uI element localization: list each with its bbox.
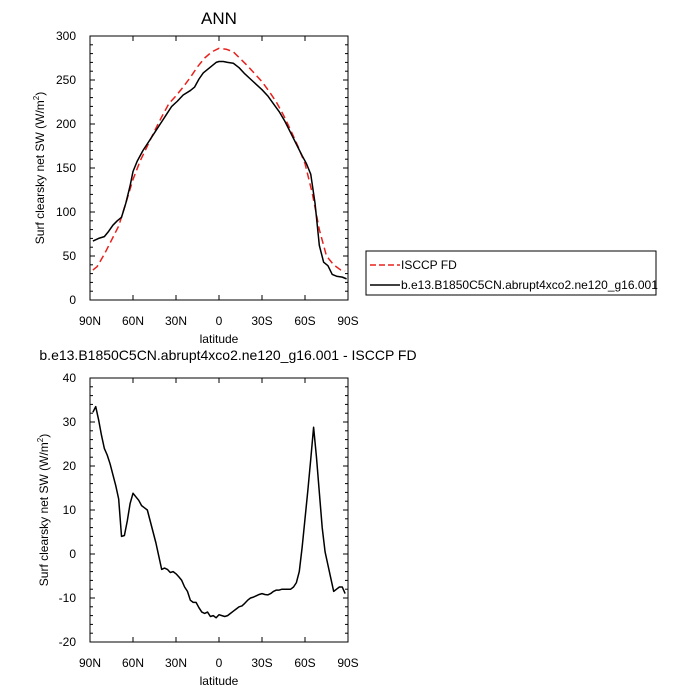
top-y-axis-label-main: Surf clearsky net SW (W/m (33, 100, 47, 244)
bottom-y-tick-label: 0 (69, 547, 76, 561)
legend-label-isccp: ISCCP FD (401, 258, 457, 272)
bottom-y-axis-label: Surf clearsky net SW (W/m2) (36, 434, 51, 586)
top-series-line-0 (92, 47, 346, 272)
bottom-y-axis-label-close: ) (37, 434, 51, 438)
top-y-tick-label: 0 (69, 293, 76, 307)
top-x-tick-label: 60N (122, 314, 144, 328)
top-y-axis-label: Surf clearsky net SW (W/m2) (32, 92, 47, 244)
bottom-x-ticks: 90N 60N 30N 0 30S 60S 90S (79, 378, 359, 670)
top-title: ANN (201, 9, 237, 28)
bottom-panel: b.e13.B1850C5CN.abrupt4xco2.ne120_g16.00… (36, 347, 417, 688)
bottom-y-tick-label: 40 (63, 371, 77, 385)
bottom-x-tick-label: 60N (122, 656, 144, 670)
bottom-series (92, 405, 346, 619)
bottom-y-axis-label-sup: 2 (36, 437, 45, 442)
bottom-x-tick-label: 0 (216, 656, 223, 670)
top-series (92, 47, 347, 280)
top-y-ticks: 0 50 100 150 200 250 300 (56, 29, 348, 307)
top-y-tick-label: 150 (56, 161, 76, 175)
bottom-plot-frame (89, 377, 349, 643)
bottom-y-tick-label: -10 (59, 591, 77, 605)
top-x-tick-label: 90S (337, 314, 358, 328)
bottom-y-tick-label: 30 (63, 415, 77, 429)
top-y-tick-label: 250 (56, 73, 76, 87)
top-y-tick-label: 200 (56, 117, 76, 131)
bottom-x-tick-label: 90N (79, 656, 101, 670)
top-y-tick-label: 100 (56, 205, 76, 219)
bottom-y-tick-label: 20 (63, 459, 77, 473)
bottom-y-tick-label: 10 (63, 503, 77, 517)
top-x-ticks: 90N 60N 30N 0 30S 60S 90S (79, 36, 359, 328)
top-x-axis-label: latitude (200, 332, 239, 346)
legend-box (365, 250, 657, 296)
top-plot-frame (89, 35, 349, 301)
legend-label-model: b.e13.B1850C5CN.abrupt4xco2.ne120_g16.00… (401, 278, 658, 292)
bottom-y-ticks: -20 -10 0 10 20 30 40 (59, 371, 348, 649)
top-series-line-1 (92, 60, 347, 280)
top-y-tick-label: 300 (56, 29, 76, 43)
top-x-tick-label: 0 (216, 314, 223, 328)
bottom-x-tick-label: 30N (165, 656, 187, 670)
top-x-tick-label: 30N (165, 314, 187, 328)
bottom-x-tick-label: 90S (337, 656, 358, 670)
bottom-title: b.e13.B1850C5CN.abrupt4xco2.ne120_g16.00… (39, 347, 416, 363)
bottom-y-tick-label: -20 (59, 635, 77, 649)
top-y-axis-label-close: ) (33, 92, 47, 96)
bottom-y-axis-label-main: Surf clearsky net SW (W/m (37, 442, 51, 586)
top-x-tick-label: 90N (79, 314, 101, 328)
bottom-x-tick-label: 60S (294, 656, 315, 670)
bottom-x-tick-label: 30S (251, 656, 272, 670)
legend: ISCCP FD b.e13.B1850C5CN.abrupt4xco2.ne1… (365, 250, 658, 296)
bottom-x-axis-label: latitude (200, 674, 239, 688)
top-x-tick-label: 30S (251, 314, 272, 328)
bottom-series-line-0 (92, 405, 346, 619)
top-y-axis-label-sup: 2 (32, 95, 41, 100)
top-x-tick-label: 60S (294, 314, 315, 328)
top-y-tick-label: 50 (63, 249, 77, 263)
